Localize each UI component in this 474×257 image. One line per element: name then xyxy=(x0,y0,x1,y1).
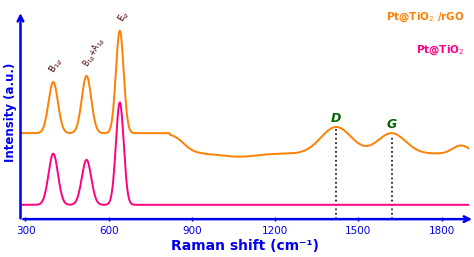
Text: Pt@TiO$_2$: Pt@TiO$_2$ xyxy=(417,43,465,57)
Text: Pt@TiO$_2$ /rGO: Pt@TiO$_2$ /rGO xyxy=(386,11,465,24)
Text: G: G xyxy=(386,118,397,131)
Y-axis label: Intensity (a.u.): Intensity (a.u.) xyxy=(4,63,17,162)
Text: D: D xyxy=(331,112,341,125)
Text: E$_{g}$: E$_{g}$ xyxy=(116,8,133,25)
Text: B$_{1g}$: B$_{1g}$ xyxy=(47,55,66,76)
Text: B$_{1g}$+A$_{1g}$: B$_{1g}$+A$_{1g}$ xyxy=(81,35,108,70)
X-axis label: Raman shift (cm⁻¹): Raman shift (cm⁻¹) xyxy=(171,239,319,253)
